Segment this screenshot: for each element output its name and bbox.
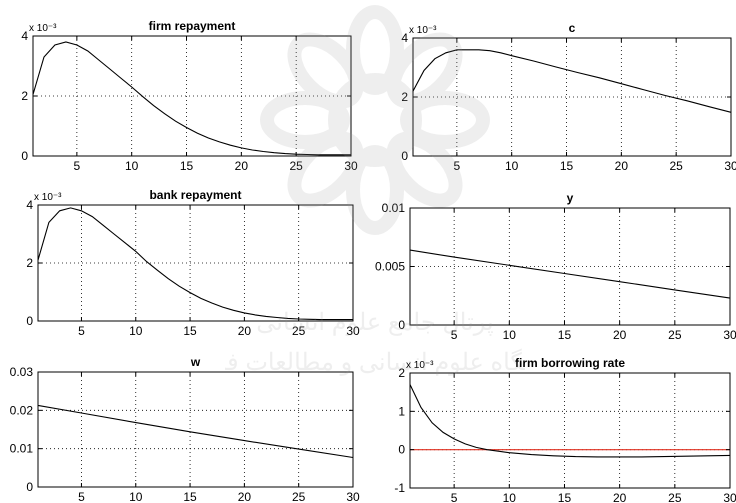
x-tick-label: 20 [613, 491, 627, 503]
x-tick-label: 25 [292, 324, 306, 338]
chart-title: y [567, 191, 574, 205]
series-line [37, 207, 353, 321]
y-tick-label: 2 [401, 90, 408, 104]
y-tick-label: 2 [21, 89, 28, 103]
x-tick-label: 5 [451, 328, 458, 342]
y-tick-label: 0 [21, 149, 28, 163]
plot-area [413, 38, 731, 156]
x-tick-label: 15 [183, 490, 197, 503]
plot-area [38, 372, 353, 487]
x-tick-label: 10 [505, 159, 519, 173]
x-tick-label: 15 [560, 159, 574, 173]
x-tick-label: 15 [183, 324, 197, 338]
series-line [32, 41, 351, 156]
axes-frame [37, 371, 354, 488]
chart-title: firm repayment [149, 19, 236, 33]
y-tick-label: 4 [26, 198, 33, 212]
x-tick-label: 30 [346, 490, 360, 503]
exponent-label: x 10⁻³ [409, 25, 437, 36]
y-tick-label: 0 [398, 443, 405, 457]
x-tick-label: 5 [74, 159, 81, 173]
chart-title: w [190, 355, 201, 369]
x-tick-label: 15 [558, 328, 572, 342]
y-tick-label: 0.01 [10, 442, 34, 456]
x-tick-label: 30 [724, 159, 736, 173]
y-tick-label: 0.005 [375, 260, 405, 274]
x-tick-label: 30 [723, 491, 736, 503]
x-tick-label: 25 [292, 490, 306, 503]
y-tick-label: 0.03 [10, 365, 34, 379]
y-tick-label: 1 [398, 404, 405, 418]
series-line [412, 49, 732, 113]
y-tick-label: 2 [26, 256, 33, 270]
chart-title: bank repayment [149, 188, 241, 202]
x-tick-label: 20 [235, 159, 249, 173]
y-tick-label: 0 [401, 149, 408, 163]
plot-area [33, 36, 351, 156]
x-tick-label: 5 [454, 159, 461, 173]
x-tick-label: 15 [558, 491, 572, 503]
y-tick-label: -1 [394, 481, 405, 495]
y-tick-label: 0 [26, 314, 33, 328]
y-tick-label: 2 [398, 366, 405, 380]
chart-panel-3: 5 10 15 20 25 30 0 2 4x 10⁻³ bank repayment [26, 188, 360, 338]
y-tick-label: 0 [26, 480, 33, 494]
x-tick-label: 5 [78, 324, 85, 338]
plot-area [410, 373, 730, 488]
chart-title: firm borrowing rate [515, 356, 625, 370]
exponent-label: x 10⁻³ [29, 23, 57, 34]
x-tick-label: 10 [129, 490, 143, 503]
x-tick-label: 20 [613, 328, 627, 342]
chart-panel-2: 5 10 15 20 25 30 0 2 4x 10⁻³ c [401, 21, 736, 173]
exponent-label: x 10⁻³ [406, 360, 434, 371]
chart-title: c [569, 21, 576, 35]
x-tick-label: 15 [180, 159, 194, 173]
y-tick-label: 4 [21, 29, 28, 43]
x-tick-label: 5 [451, 491, 458, 503]
x-tick-label: 10 [125, 159, 139, 173]
x-tick-label: 20 [238, 490, 252, 503]
x-tick-label: 20 [615, 159, 629, 173]
x-tick-label: 25 [668, 328, 682, 342]
plot-area [38, 205, 353, 321]
x-tick-label: 10 [503, 328, 517, 342]
x-tick-label: 20 [238, 324, 252, 338]
x-tick-label: 10 [129, 324, 143, 338]
x-tick-label: 5 [78, 490, 85, 503]
chart-panel-5: 5 10 15 20 25 30 0 0.01 0.02 0.03 w [10, 355, 360, 503]
x-tick-label: 10 [503, 491, 517, 503]
y-tick-label: 0.02 [10, 403, 34, 417]
x-tick-label: 25 [669, 159, 683, 173]
series-line [37, 404, 354, 459]
chart-panel-6: 5 10 15 20 25 30 -1 0 1 2x 10⁻³ firm borrowing rat… [394, 356, 736, 503]
axes-frame [409, 372, 731, 489]
exponent-label: x 10⁻³ [34, 192, 62, 203]
x-tick-label: 25 [668, 491, 682, 503]
series-line [409, 384, 731, 458]
x-tick-label: 30 [344, 159, 358, 173]
chart-panel-4: 5 10 15 20 25 30 0 0.005 0.01 y [375, 191, 736, 342]
y-tick-label: 0 [398, 318, 405, 332]
series-line [409, 249, 731, 299]
x-tick-label: 25 [289, 159, 303, 173]
y-tick-label: 4 [401, 31, 408, 45]
y-tick-label: 0.01 [382, 201, 406, 215]
chart-panel-1: 5 10 15 20 25 30 0 2 4x 10⁻³ firm repayment [21, 19, 358, 173]
x-tick-label: 30 [346, 324, 360, 338]
x-tick-label: 30 [723, 328, 736, 342]
